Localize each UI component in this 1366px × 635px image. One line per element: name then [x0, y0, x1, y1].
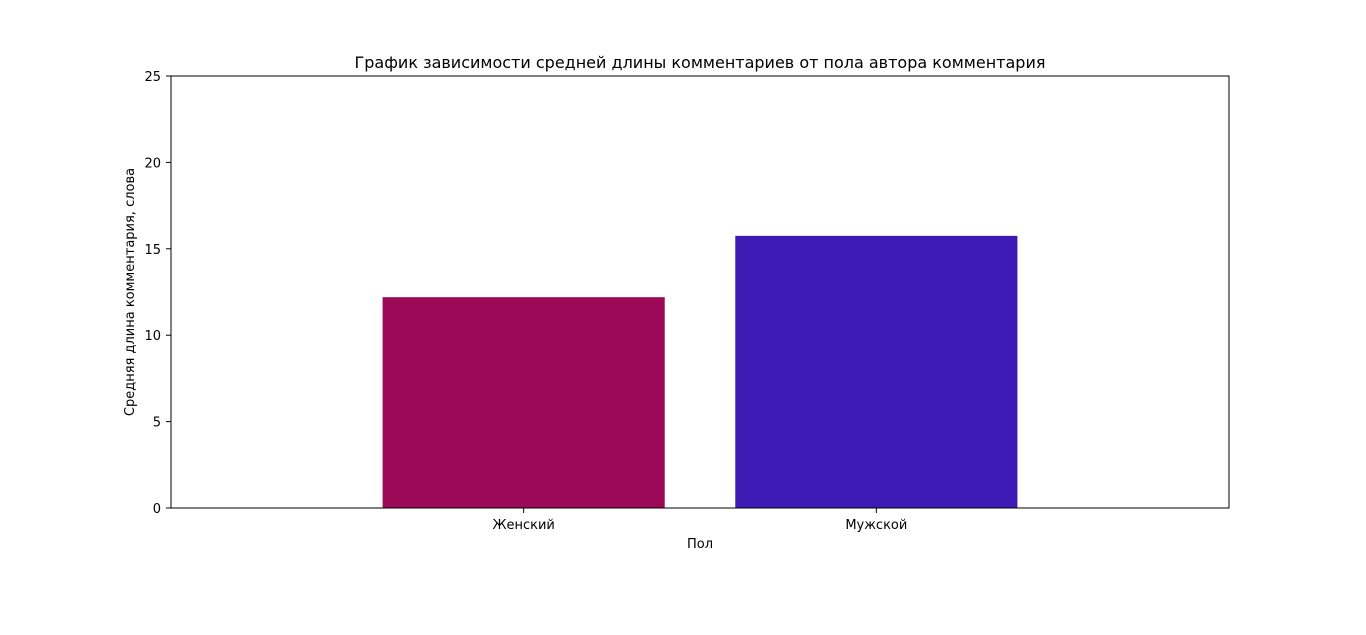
y-tick-label: 0 [153, 502, 161, 517]
y-tick-label: 25 [144, 70, 161, 85]
x-tick-label: Мужской [845, 518, 907, 533]
plot-frame [170, 75, 1230, 509]
x-axis: Женский Мужской [492, 508, 907, 533]
y-axis-label: Средняя длина комментария, слова [123, 168, 138, 416]
y-tick-label: 5 [153, 416, 161, 431]
chart-title: График зависимости средней длины коммент… [355, 53, 1046, 72]
y-axis: 0 5 10 15 20 25 [144, 70, 171, 517]
y-tick-label: 10 [144, 329, 161, 344]
bar-2 [735, 235, 1018, 508]
y-tick-label: 15 [144, 243, 161, 258]
y-tick-label: 20 [144, 156, 161, 171]
bars-layer [382, 235, 1018, 508]
x-tick-label: Женский [492, 518, 554, 533]
x-axis-label: Пол [687, 537, 713, 552]
bar-1 [382, 297, 665, 508]
